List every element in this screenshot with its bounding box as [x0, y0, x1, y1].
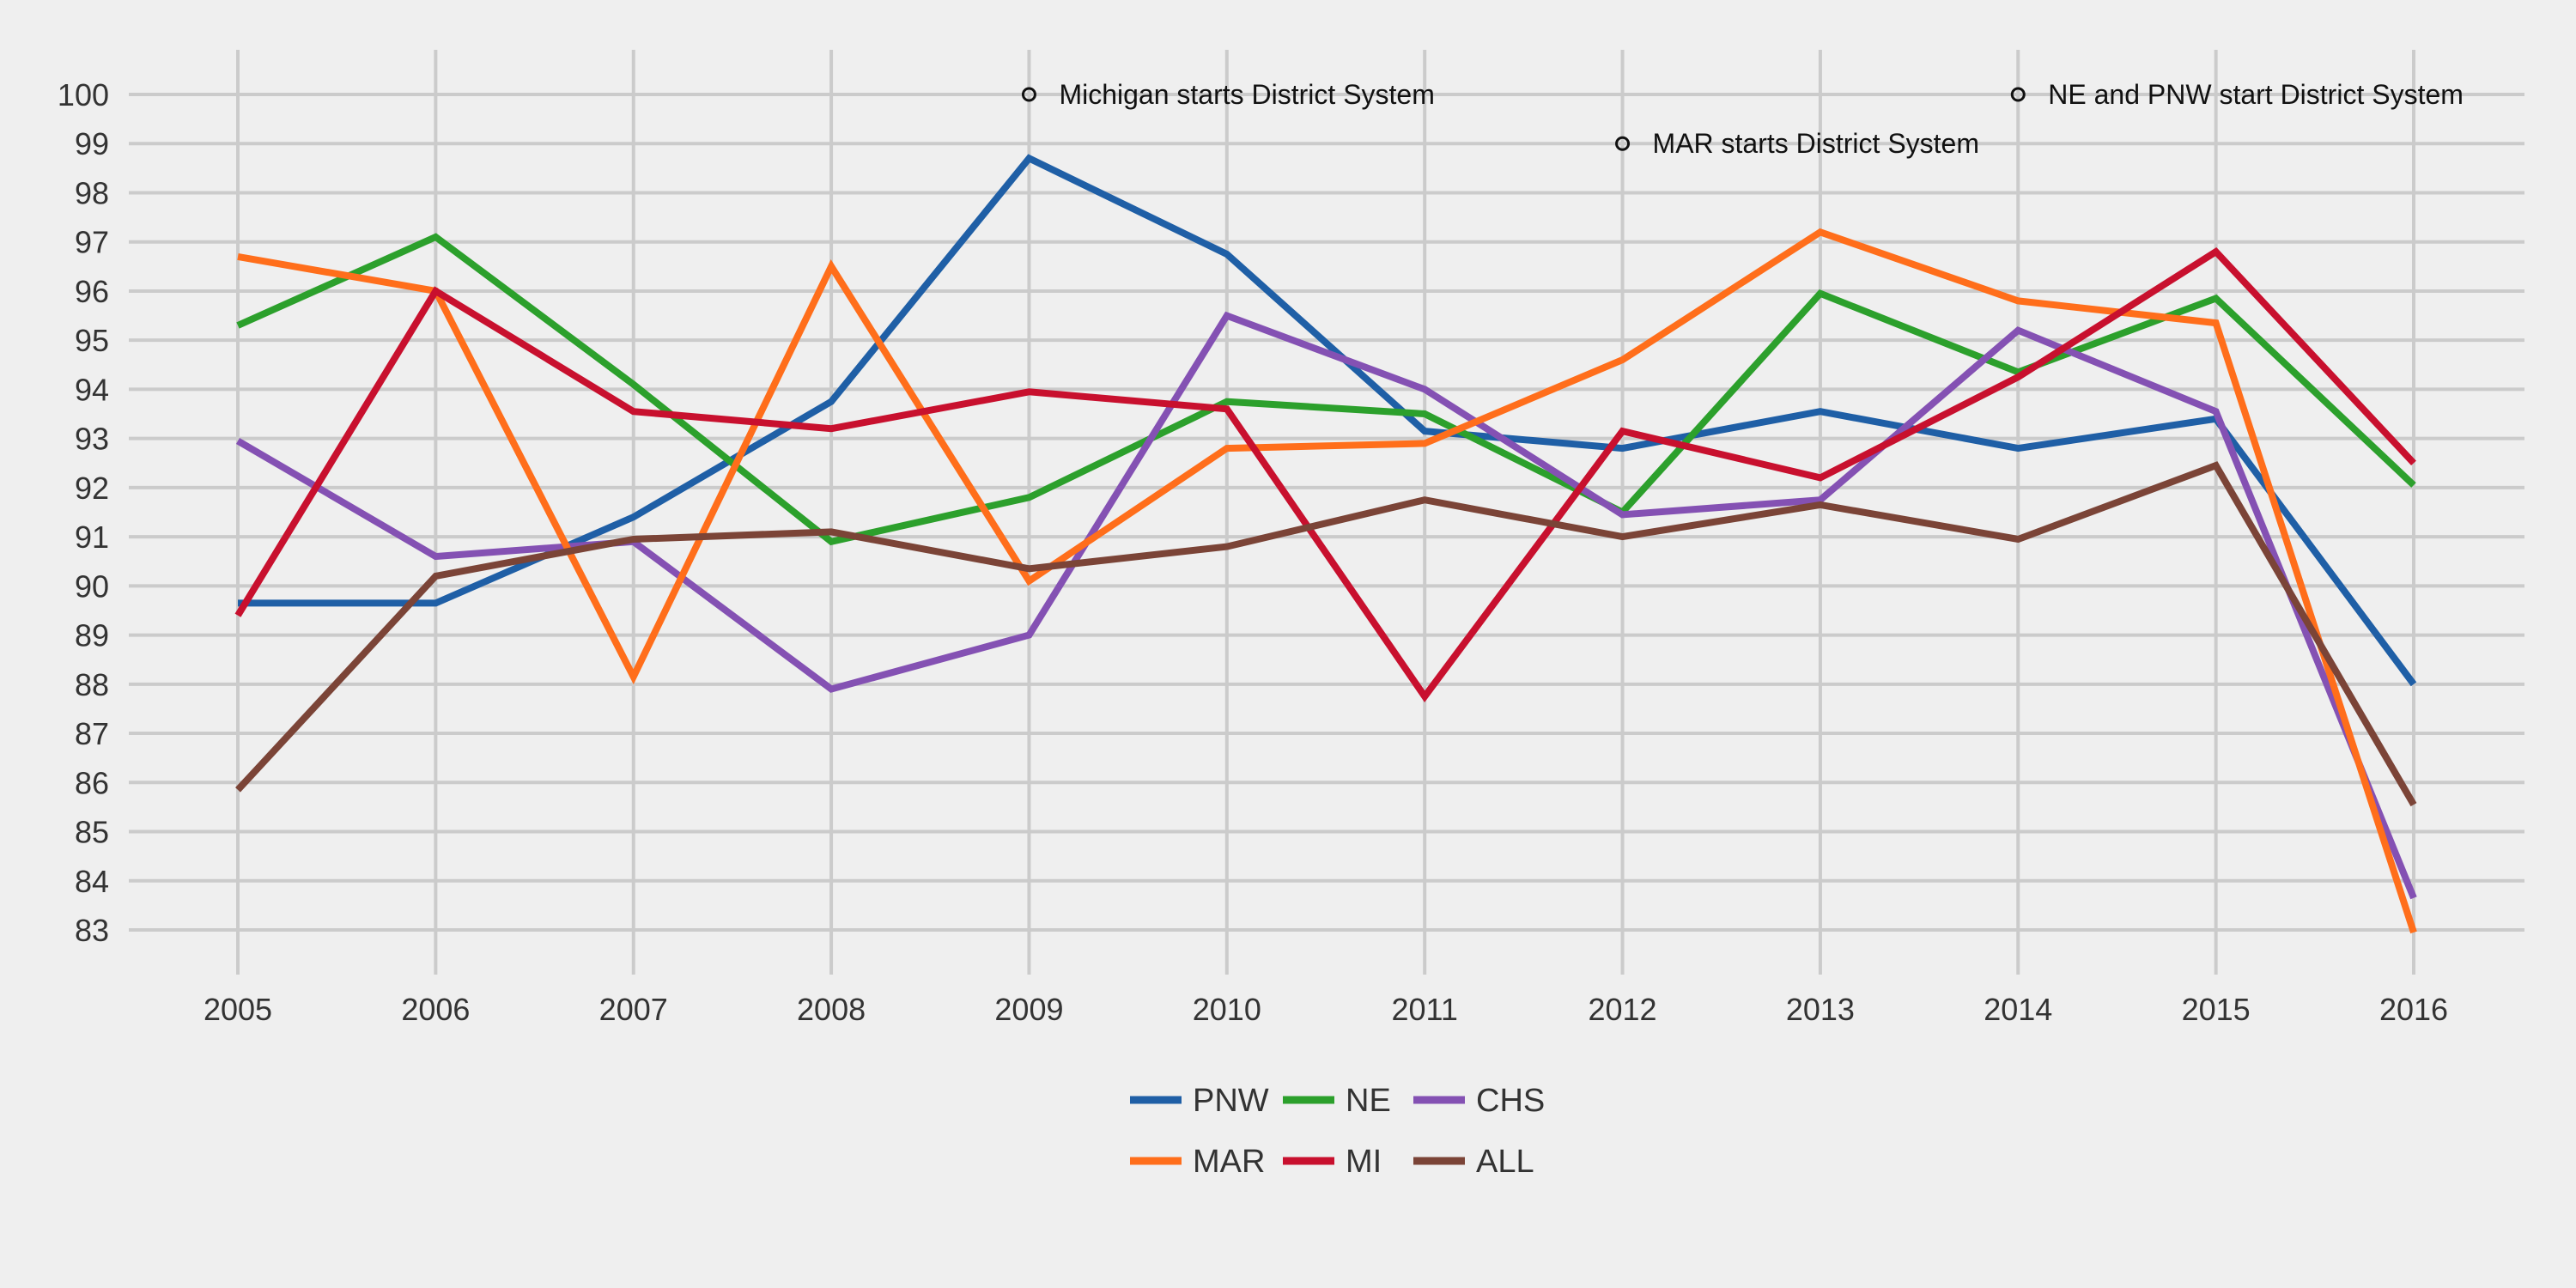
legend-label-ne: NE: [1346, 1083, 1391, 1119]
x-tick-label: 2016: [2379, 992, 2448, 1027]
annotation-marker: [1021, 87, 1036, 102]
y-tick-label: 91: [75, 519, 109, 555]
annotation-label: NE and PNW start District System: [2048, 79, 2464, 110]
series-line-mar: [237, 228, 2417, 934]
y-tick-label: 89: [75, 618, 109, 653]
x-tick-label: 2014: [1984, 992, 2052, 1027]
legend: PNW NE CHS MAR MI ALL: [1130, 1083, 1545, 1180]
series-line-pnw: [238, 154, 2417, 687]
x-tick-label: 2005: [204, 992, 272, 1027]
legend-label-chs: CHS: [1476, 1083, 1545, 1119]
y-tick-label: 90: [75, 568, 109, 604]
x-tick-label: 2012: [1588, 992, 1656, 1027]
legend-label-pnw: PNW: [1193, 1083, 1269, 1119]
y-tick-label: 88: [75, 667, 109, 702]
legend-label-all: ALL: [1476, 1144, 1534, 1180]
y-tick-label: 99: [75, 126, 109, 161]
x-tick-label: 2007: [599, 992, 668, 1027]
y-tick-label: 96: [75, 274, 109, 309]
annotation-marker: [1615, 136, 1631, 151]
y-tick-label: 86: [75, 765, 109, 800]
y-tick-label: 87: [75, 716, 109, 751]
y-tick-label: 95: [75, 323, 109, 358]
annotation-label: MAR starts District System: [1653, 128, 1979, 159]
series-line-mi: [234, 247, 2416, 702]
legend-label-mar: MAR: [1193, 1144, 1265, 1180]
y-tick-label: 97: [75, 225, 109, 260]
annotation-marker: [2010, 87, 2026, 102]
y-tick-label: 92: [75, 471, 109, 506]
x-tick-label: 2009: [994, 992, 1063, 1027]
y-tick-label: 85: [75, 815, 109, 850]
x-tick-label: 2013: [1786, 992, 1855, 1027]
y-tick-label: 83: [75, 913, 109, 948]
legend-label-mi: MI: [1346, 1144, 1382, 1180]
y-tick-label: 84: [75, 864, 109, 899]
x-tick-label: 2015: [2182, 992, 2251, 1027]
y-tick-label: 100: [58, 77, 109, 112]
x-axis-tick-labels: 2005 2006 2007 2008 2009 2010 2011 2012 2013 2014…: [204, 992, 2448, 1027]
x-tick-label: 2008: [797, 992, 866, 1027]
y-tick-label: 93: [75, 422, 109, 457]
x-tick-label: 2010: [1193, 992, 1261, 1027]
x-tick-label: 2006: [401, 992, 470, 1027]
annotations: Michigan starts District System MAR start…: [1021, 79, 2464, 159]
series-line-all: [235, 461, 2417, 807]
annotation-label: Michigan starts District System: [1059, 79, 1434, 110]
x-tick-label: 2011: [1391, 992, 1457, 1027]
grid-layer: [129, 50, 2524, 975]
y-tick-label: 98: [75, 175, 109, 210]
series-lines: [234, 154, 2417, 934]
y-tick-label: 94: [75, 372, 109, 407]
y-axis-tick-labels: 83 84 85 86 87 88 89 90 91 92 93 94 95 96 97 98 99 100: [58, 77, 109, 948]
